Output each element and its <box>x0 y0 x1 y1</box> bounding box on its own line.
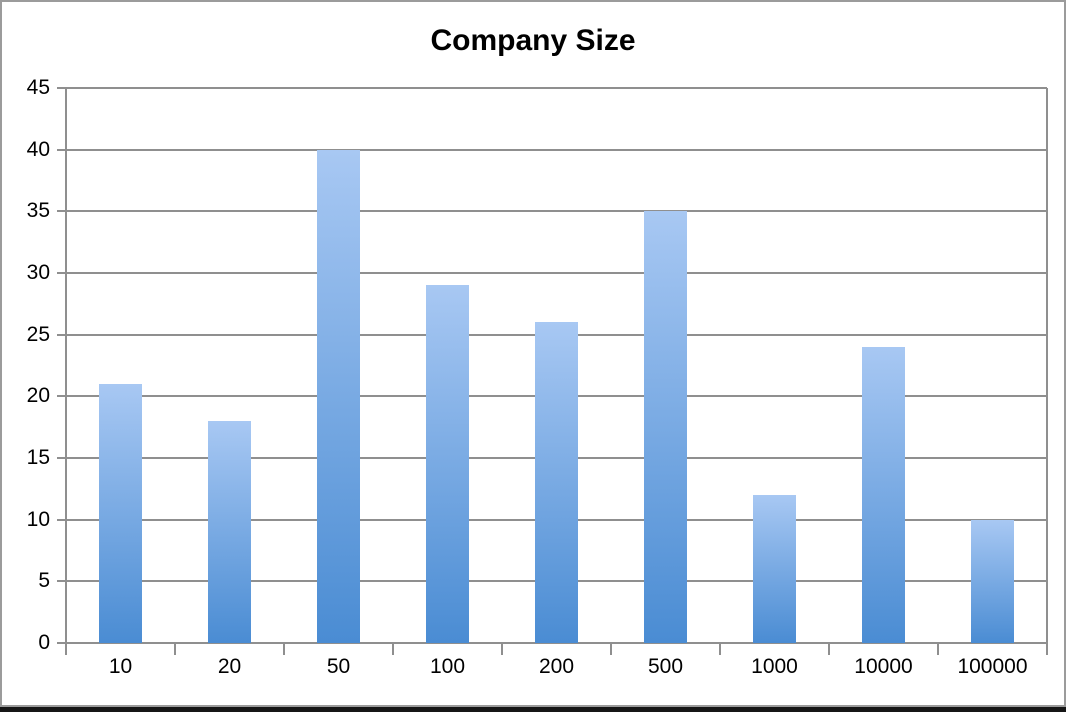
bar-20 <box>208 421 251 643</box>
x-tick-label: 10000 <box>854 655 913 678</box>
gridline <box>57 272 1047 274</box>
y-tick-label: 40 <box>26 137 50 161</box>
y-tick-label: 20 <box>26 384 50 408</box>
y-tick-label: 45 <box>26 76 50 99</box>
x-tick-label: 50 <box>326 655 351 678</box>
x-tick-label: 20 <box>217 655 242 678</box>
x-tick-mark <box>392 643 394 655</box>
y-tick-label: 10 <box>26 507 50 531</box>
y-axis-line <box>65 88 67 643</box>
y-tick-label: 30 <box>26 261 50 284</box>
x-tick-label: 1000 <box>751 655 798 678</box>
chart-title: Company Size <box>430 24 636 57</box>
gridline <box>57 87 1047 89</box>
x-tick-mark <box>719 643 721 655</box>
bar-10 <box>99 384 142 643</box>
x-tick-label: 100 <box>429 655 466 678</box>
x-tick-label: 100000 <box>957 655 1028 678</box>
y-tick-label: 15 <box>26 446 50 469</box>
gridline <box>57 148 1047 151</box>
frame-edge-bottom-gray <box>0 705 1066 707</box>
bar-10000 <box>862 347 905 643</box>
x-tick-mark <box>1046 643 1048 655</box>
x-axis-line <box>57 642 1047 644</box>
bar-500 <box>644 211 687 643</box>
x-tick-mark <box>610 643 612 655</box>
x-tick-mark <box>937 643 939 655</box>
x-tick-label: 200 <box>538 655 575 678</box>
y-tick-label: 35 <box>26 199 50 223</box>
y-tick-label: 0 <box>38 631 50 654</box>
x-tick-mark <box>283 643 285 655</box>
bar-100000 <box>971 519 1014 643</box>
x-tick-mark <box>828 643 830 655</box>
y-tick-label: 25 <box>26 322 50 346</box>
x-tick-mark <box>501 643 503 655</box>
frame-edge-bottom-dark <box>0 707 1066 712</box>
x-tick-label: 10 <box>108 655 133 678</box>
bar-200 <box>535 322 578 643</box>
x-tick-label: 500 <box>647 655 684 678</box>
gridline <box>57 210 1047 213</box>
bar-50 <box>317 149 360 643</box>
frame-edge-right <box>1064 0 1066 712</box>
bar-1000 <box>753 495 796 643</box>
frame-edge-top <box>0 0 1066 2</box>
y-tick-label: 5 <box>38 569 50 593</box>
plot-right-border <box>1046 88 1048 643</box>
x-tick-mark <box>174 643 176 655</box>
frame-edge-left <box>0 0 2 712</box>
bar-100 <box>426 285 469 643</box>
x-tick-mark <box>65 643 67 655</box>
